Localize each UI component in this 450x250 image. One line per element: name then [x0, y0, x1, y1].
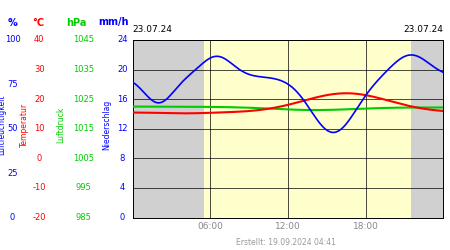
Text: Erstellt: 19.09.2024 04:41: Erstellt: 19.09.2024 04:41 — [236, 238, 336, 247]
Text: -20: -20 — [32, 213, 46, 222]
Text: 23.07.24: 23.07.24 — [133, 26, 173, 35]
Text: 985: 985 — [75, 213, 91, 222]
Text: 75: 75 — [7, 80, 18, 89]
Text: 100: 100 — [4, 36, 21, 44]
Text: %: % — [8, 18, 18, 28]
Text: Luftdruck: Luftdruck — [56, 107, 65, 143]
Text: 1045: 1045 — [73, 36, 94, 44]
Text: 20: 20 — [117, 65, 128, 74]
Text: 20: 20 — [34, 95, 45, 104]
Text: 16: 16 — [117, 95, 128, 104]
Text: Niederschlag: Niederschlag — [103, 100, 112, 150]
Bar — [204, 40, 411, 218]
Text: 1035: 1035 — [73, 65, 94, 74]
Text: 1005: 1005 — [73, 154, 94, 163]
Text: 0: 0 — [10, 213, 15, 222]
Text: 50: 50 — [7, 124, 18, 133]
Text: 8: 8 — [120, 154, 125, 163]
Text: 23.07.24: 23.07.24 — [403, 26, 443, 35]
Text: 995: 995 — [76, 184, 91, 192]
Text: 1015: 1015 — [73, 124, 94, 133]
Text: mm/h: mm/h — [99, 18, 129, 28]
Text: Temperatur: Temperatur — [20, 103, 29, 147]
Text: 10: 10 — [34, 124, 45, 133]
Bar — [133, 40, 204, 218]
Text: 1025: 1025 — [73, 95, 94, 104]
Text: 25: 25 — [7, 168, 18, 177]
Text: 12: 12 — [117, 124, 128, 133]
Text: 4: 4 — [120, 184, 125, 192]
Bar — [411, 40, 443, 218]
Text: 0: 0 — [120, 213, 125, 222]
Text: 24: 24 — [117, 36, 128, 44]
Text: hPa: hPa — [66, 18, 87, 28]
Text: 0: 0 — [36, 154, 42, 163]
Text: Luftfeuchtigkeit: Luftfeuchtigkeit — [0, 95, 7, 155]
Text: °C: °C — [32, 18, 44, 28]
Text: -10: -10 — [32, 184, 46, 192]
Text: 30: 30 — [34, 65, 45, 74]
Text: 40: 40 — [34, 36, 45, 44]
